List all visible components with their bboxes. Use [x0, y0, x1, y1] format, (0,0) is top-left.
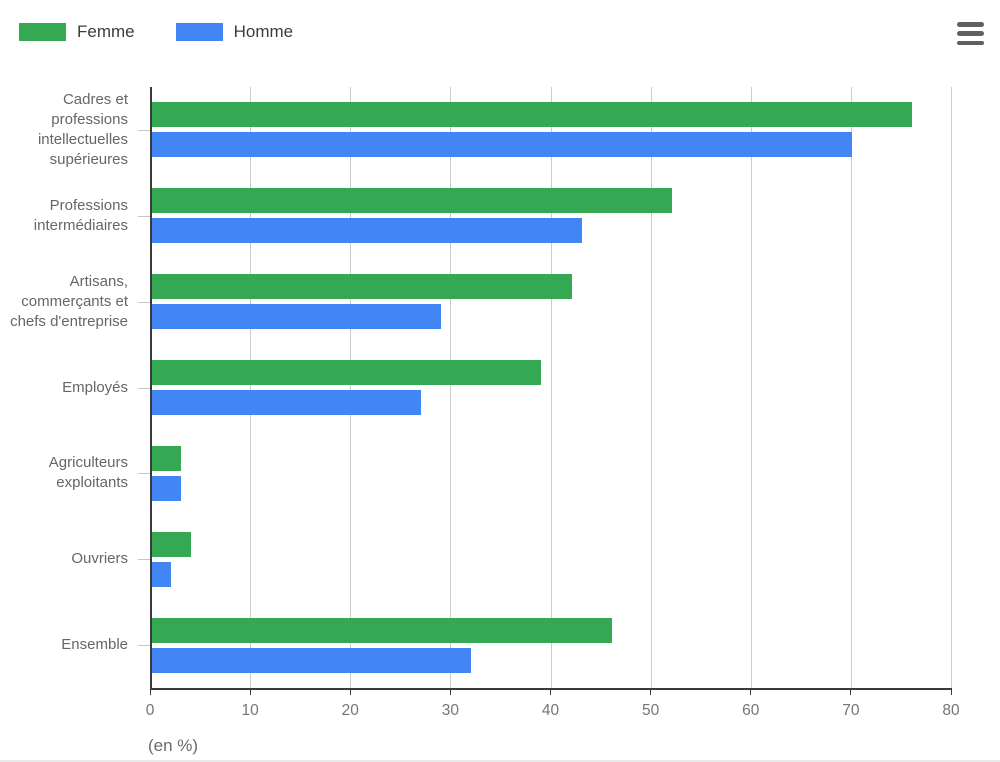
x-axis-tick — [150, 688, 151, 695]
x-axis-tick — [950, 688, 952, 695]
hamburger-bar — [957, 40, 984, 45]
gridline-x-30 — [450, 87, 452, 688]
y-axis-line — [150, 87, 152, 689]
x-axis-tick — [449, 688, 451, 695]
category-tick — [138, 559, 150, 561]
gridline-x-70 — [850, 87, 852, 688]
bar-homme-5[interactable] — [151, 561, 172, 587]
legend-label-homme: Homme — [233, 22, 294, 41]
gridline-x-20 — [350, 87, 352, 688]
category-tick — [138, 215, 150, 217]
bar-femme-2[interactable] — [151, 274, 572, 300]
category-tick — [138, 645, 150, 647]
x-tick-label-80: 80 — [942, 702, 960, 719]
bar-group-5 — [150, 516, 951, 602]
x-tick-label-20: 20 — [341, 702, 359, 719]
x-tick-label-10: 10 — [241, 702, 259, 719]
x-axis-line — [150, 688, 951, 690]
x-tick-label-60: 60 — [742, 702, 760, 719]
x-axis-tick — [850, 688, 852, 695]
category-label-2: Artisans, commerçants et chefs d'entrepr… — [10, 272, 128, 330]
legend-item-homme: Homme — [175, 22, 294, 42]
x-axis-tick — [349, 688, 351, 695]
x-axis-tick — [650, 688, 652, 695]
category-label-1: Professions intermédiaires — [33, 196, 128, 234]
category-label-6: Ensemble — [61, 636, 128, 654]
gridline-x-10 — [250, 87, 252, 688]
bar-group-0 — [150, 87, 951, 173]
x-axis-unit-label: (en %) — [148, 736, 199, 755]
hamburger-bar — [957, 31, 984, 36]
bar-femme-0[interactable] — [151, 102, 912, 128]
gridline-x-40 — [550, 87, 552, 688]
x-tick-label-70: 70 — [842, 702, 860, 719]
category-tick — [138, 129, 150, 131]
gridline-x-80 — [951, 87, 952, 688]
x-tick-label-50: 50 — [642, 702, 660, 719]
bar-group-4 — [150, 430, 951, 516]
bar-homme-3[interactable] — [151, 389, 422, 415]
x-tick-label-0: 0 — [145, 702, 155, 719]
bar-homme-1[interactable] — [151, 218, 582, 244]
hamburger-menu-icon[interactable] — [957, 22, 984, 45]
category-label-5: Ouvriers — [71, 550, 128, 568]
bar-group-6 — [150, 602, 951, 688]
x-axis-tick — [249, 688, 251, 695]
x-axis-tick — [750, 688, 752, 695]
homme-color-swatch — [175, 23, 223, 41]
bar-femme-1[interactable] — [151, 188, 672, 214]
hamburger-bar — [957, 22, 984, 27]
x-axis-tick — [550, 688, 551, 695]
legend-item-femme: Femme — [19, 22, 135, 42]
chart-legend: Femme Homme — [19, 22, 293, 42]
bar-femme-3[interactable] — [151, 359, 542, 385]
bar-homme-4[interactable] — [151, 475, 182, 501]
bar-homme-6[interactable] — [151, 647, 472, 673]
bar-femme-5[interactable] — [151, 531, 192, 557]
gridline-x-50 — [650, 87, 652, 688]
category-tick — [138, 301, 150, 303]
bar-group-3 — [150, 345, 951, 431]
x-tick-label-40: 40 — [541, 702, 560, 719]
bar-femme-6[interactable] — [151, 617, 612, 643]
category-label-3: Employés — [62, 378, 128, 396]
category-tick — [138, 387, 150, 389]
bar-homme-2[interactable] — [151, 304, 442, 330]
category-tick — [138, 473, 150, 475]
gridline-x-60 — [750, 87, 752, 688]
bar-group-2 — [150, 259, 951, 345]
legend-label-femme: Femme — [77, 22, 135, 41]
plot-area: 0 10 20 30 40 50 60 70 80 Cadres et professions i… — [10, 87, 960, 719]
bar-homme-0[interactable] — [151, 132, 852, 158]
bar-group-1 — [150, 173, 951, 259]
x-tick-label-30: 30 — [441, 702, 459, 719]
category-label-4: Agriculteurs exploitants — [48, 454, 128, 492]
bar-femme-4[interactable] — [151, 445, 182, 471]
category-label-0: Cadres et professions intellectuelles su… — [37, 90, 128, 168]
femme-color-swatch — [19, 23, 66, 41]
